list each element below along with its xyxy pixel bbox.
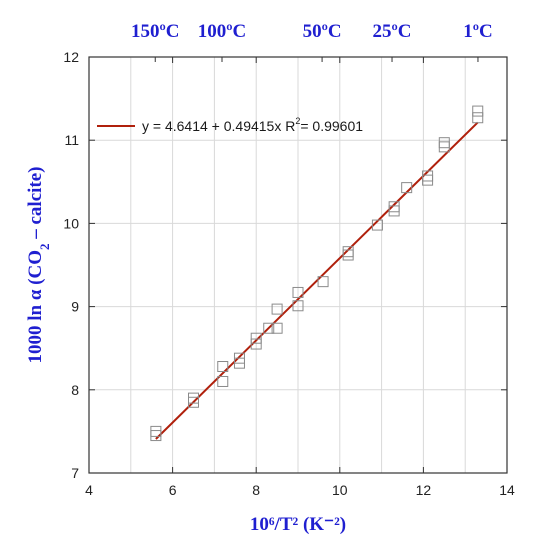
top-tick-label: 1ºC [463,21,493,42]
y-tick-label: 9 [71,299,79,315]
top-tick-label: 25ºC [373,21,412,42]
grid [89,57,507,473]
y-tick-labels: 7 8 9 10 11 12 [63,49,79,481]
data-point [472,105,484,117]
y-tick-label: 12 [63,49,79,65]
data-point [388,201,400,213]
legend-entry: y = 4.6414 + 0.49415x R2= 0.99601 [142,116,363,134]
axis-ticks [88,56,508,474]
data-point [371,219,383,231]
data-point [217,375,229,387]
data-point [263,322,275,334]
x-tick-label: 4 [85,482,93,498]
x-axis-title: 10⁶/T² (K⁻²) [250,514,346,535]
legend: y = 4.6414 + 0.49415x R2= 0.99601 [97,116,363,134]
data-point [438,137,450,149]
top-tick-label: 150ºC [131,21,180,42]
data-point [250,332,262,344]
data-point [401,182,413,194]
data-point [150,425,162,437]
data-point [250,338,262,350]
top-tick-label: 50ºC [303,21,342,42]
data-point [271,303,283,315]
data-point [271,322,283,334]
data-point [233,352,245,364]
y-axis-title: 1000 ln α (CO2 – calcite) [25,166,52,363]
data-point [342,246,354,258]
y-tick-label: 7 [71,465,79,481]
data-point [317,276,329,288]
y-tick-label: 11 [64,132,79,148]
x-tick-label: 14 [499,482,515,498]
data-point [188,392,199,404]
top-axis-labels: 150ºC 100ºC 50ºC 25ºC 1ºC [131,21,493,42]
plot-frame [88,56,508,474]
y-tick-label: 10 [63,215,79,231]
x-tick-labels: 4 6 8 10 12 14 [85,482,515,498]
data-point [472,112,484,124]
top-tick-label: 100ºC [198,21,247,42]
x-tick-label: 12 [416,482,432,498]
data-point [292,286,304,298]
x-tick-label: 6 [169,482,177,498]
data-point [292,300,304,312]
y-tick-label: 8 [71,382,79,398]
data-points [150,105,484,442]
data-point [422,170,434,182]
x-tick-label: 8 [252,482,260,498]
data-point [217,361,229,373]
x-tick-label: 10 [332,482,348,498]
